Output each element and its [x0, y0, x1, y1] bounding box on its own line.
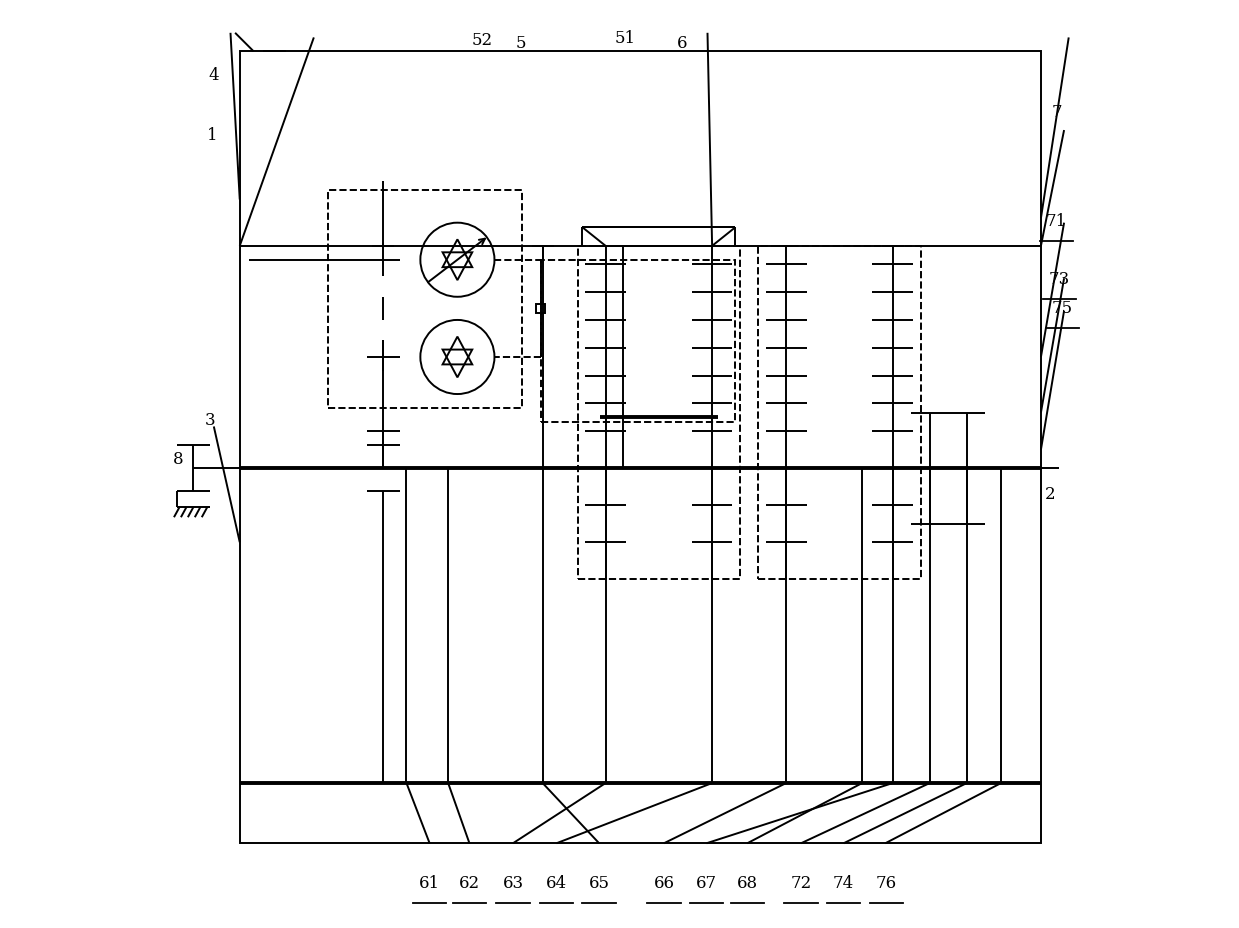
Text: 3: 3 — [204, 411, 216, 428]
Text: 4: 4 — [208, 67, 219, 84]
Text: 52: 52 — [472, 32, 493, 49]
Text: 64: 64 — [546, 873, 567, 891]
Text: 72: 72 — [790, 873, 812, 891]
Bar — [758, 247, 921, 580]
Text: 67: 67 — [696, 873, 717, 891]
Text: 75: 75 — [1052, 300, 1073, 317]
Circle shape — [420, 320, 494, 394]
Text: 62: 62 — [458, 873, 479, 891]
Bar — [240, 52, 1041, 844]
Bar — [577, 247, 740, 580]
Text: 6: 6 — [678, 34, 688, 52]
Text: 7: 7 — [1052, 104, 1062, 121]
Text: 8: 8 — [173, 451, 183, 468]
Circle shape — [420, 224, 494, 298]
Text: 76: 76 — [876, 873, 897, 891]
Text: 66: 66 — [653, 873, 674, 891]
Bar — [328, 191, 523, 408]
Text: 5: 5 — [515, 34, 525, 52]
Text: 2: 2 — [1044, 485, 1056, 502]
Text: 68: 68 — [737, 873, 758, 891]
Text: 74: 74 — [833, 873, 854, 891]
Text: 1: 1 — [207, 127, 217, 144]
Text: 51: 51 — [615, 30, 636, 47]
Text: 71: 71 — [1046, 213, 1067, 230]
Bar — [536, 304, 545, 314]
Bar — [540, 261, 735, 422]
Text: 65: 65 — [589, 873, 610, 891]
Text: 73: 73 — [1049, 270, 1070, 288]
Text: 63: 63 — [503, 873, 524, 891]
Text: 61: 61 — [419, 873, 440, 891]
